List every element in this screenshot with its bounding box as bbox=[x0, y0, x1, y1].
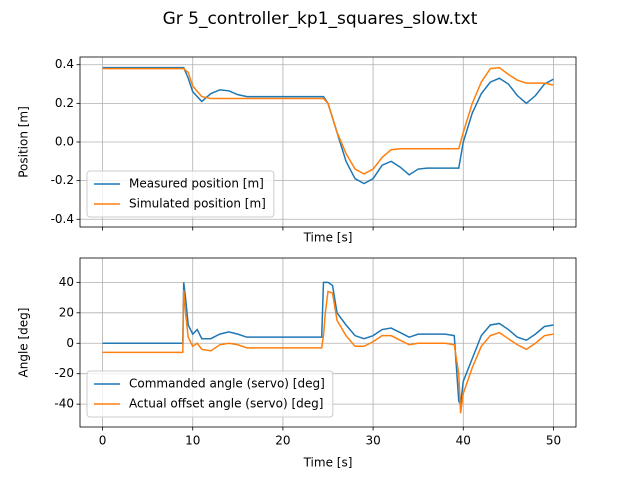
axes: 0 10 20 30 40 50 -40 -20 0 20 40 Time [s] Angle [deg… bbox=[17, 257, 577, 470]
axes-frame bbox=[79, 56, 577, 228]
figure-title: Gr 5_controller_kp1_squares_slow.txt bbox=[163, 9, 478, 29]
y-axis-label: Angle [deg] bbox=[17, 308, 31, 378]
legend-label: Measured position [m] bbox=[129, 177, 264, 191]
legend-label: Actual offset angle (servo) [deg] bbox=[129, 397, 323, 411]
plot-area bbox=[102, 66, 554, 185]
y-tick-label: 20 bbox=[59, 305, 74, 319]
data-line bbox=[102, 66, 554, 185]
x-tick-label: 0 bbox=[99, 434, 107, 448]
x-axis-label: Time [s] bbox=[303, 231, 353, 245]
y-tick-label: -0.2 bbox=[51, 173, 74, 187]
y-tick-label: 0.0 bbox=[55, 135, 74, 149]
axes-frame bbox=[79, 257, 577, 428]
axes: -0.4 -0.2 0.0 0.2 0.4 Time [s] Position [m] bbox=[17, 56, 577, 245]
data-line bbox=[102, 66, 554, 175]
y-tick-label: -40 bbox=[54, 397, 74, 411]
legend-label: Commanded angle (servo) [deg] bbox=[129, 377, 325, 391]
x-tick-label: 20 bbox=[275, 434, 290, 448]
x-axis-label: Time [s] bbox=[303, 456, 353, 470]
y-axis-label: Position [m] bbox=[17, 106, 31, 178]
data-line bbox=[102, 289, 554, 414]
legend: Measured position [m] Simulated position … bbox=[86, 170, 275, 218]
y-tick-label: 0.4 bbox=[55, 57, 74, 71]
legend-frame bbox=[86, 170, 275, 218]
data-line bbox=[102, 281, 554, 407]
y-tick-label: -0.4 bbox=[51, 212, 74, 226]
x-tick-label: 30 bbox=[365, 434, 380, 448]
x-tick-label: 40 bbox=[456, 434, 471, 448]
plot-area bbox=[102, 281, 554, 414]
legend-frame bbox=[86, 370, 334, 418]
legend: Commanded angle (servo) [deg] Actual offs… bbox=[86, 370, 334, 418]
y-tick-label: 0 bbox=[66, 336, 74, 350]
y-tick-label: 40 bbox=[59, 275, 74, 289]
x-tick-label: 10 bbox=[185, 434, 200, 448]
legend-label: Simulated position [m] bbox=[129, 197, 266, 211]
y-tick-label: -20 bbox=[54, 366, 74, 380]
y-tick-label: 0.2 bbox=[55, 96, 74, 110]
x-tick-label: 50 bbox=[546, 434, 561, 448]
